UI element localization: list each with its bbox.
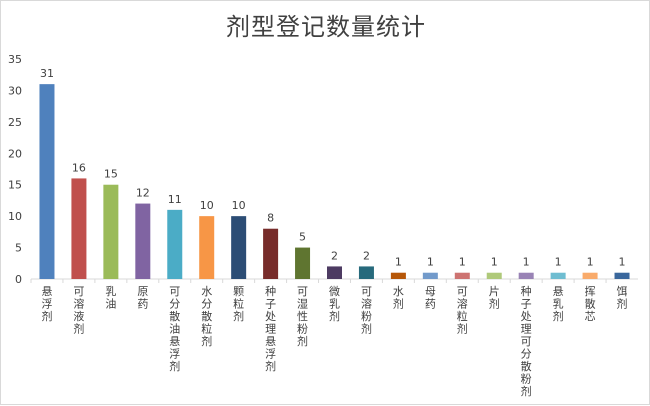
category-label: 可溶液剂 [73, 285, 84, 336]
data-label: 11 [168, 193, 182, 206]
data-label: 1 [523, 256, 530, 269]
data-label: 31 [40, 67, 54, 80]
bars-layer [39, 84, 630, 280]
category-label: 种子处理悬浮剂 [265, 284, 276, 373]
category-label: 片剂 [489, 285, 500, 311]
data-label: 1 [459, 256, 466, 269]
bar [71, 178, 87, 279]
data-label: 16 [72, 161, 86, 174]
bar [103, 184, 119, 279]
bar [39, 84, 55, 280]
data-label: 1 [395, 256, 402, 269]
category-label: 水剂 [393, 285, 404, 311]
category-label: 可溶粉剂 [361, 285, 372, 336]
data-label: 1 [491, 256, 498, 269]
data-label: 2 [331, 249, 338, 262]
bar [167, 209, 183, 279]
bar [231, 216, 247, 279]
bar [199, 216, 215, 279]
y-tick-label: 0 [15, 273, 22, 286]
data-label: 15 [104, 168, 118, 181]
data-label: 1 [555, 256, 562, 269]
bar [550, 272, 566, 279]
y-tick-label: 25 [8, 116, 22, 129]
y-tick-label: 30 [8, 84, 22, 97]
category-label: 乳油 [105, 285, 116, 311]
category-label: 原药 [137, 285, 148, 311]
y-tick-label: 35 [8, 53, 22, 66]
data-label: 2 [363, 249, 370, 262]
y-tick-label: 10 [8, 210, 22, 223]
bar [486, 272, 502, 279]
category-label: 悬乳剂 [553, 285, 564, 323]
bar [263, 228, 279, 279]
bar [390, 272, 406, 279]
bar [135, 203, 151, 279]
category-label: 悬浮剂 [41, 285, 52, 323]
bar [454, 272, 470, 279]
bar [358, 266, 374, 279]
bar [518, 272, 534, 279]
data-label: 1 [619, 256, 626, 269]
data-label: 10 [200, 199, 214, 212]
y-tick-label: 20 [8, 147, 22, 160]
category-label: 饵剂 [617, 285, 628, 311]
category-label: 颗粒剂 [233, 285, 244, 323]
data-label: 1 [427, 256, 434, 269]
category-label: 可湿性粉剂 [297, 285, 308, 348]
category-label: 微乳剂 [329, 284, 340, 323]
category-label: 可溶粒剂 [457, 285, 468, 336]
category-label: 可分散油悬浮剂 [169, 285, 180, 373]
bar [295, 247, 311, 279]
category-label: 种子处理可分散粉剂 [521, 284, 532, 398]
category-label: 水分散粒剂 [201, 285, 212, 348]
category-label: 挥散芯 [585, 285, 596, 323]
bar [614, 272, 630, 279]
bar [422, 272, 438, 279]
data-label: 10 [232, 199, 246, 212]
labels-layer: 31悬浮剂16可溶液剂15乳油12原药11可分散油悬浮剂10水分散粒剂10颗粒剂… [40, 67, 628, 398]
bar [582, 272, 598, 279]
bar [327, 266, 342, 279]
data-label: 8 [267, 212, 274, 225]
data-label: 1 [587, 256, 594, 269]
data-label: 5 [299, 231, 306, 244]
y-tick-label: 5 [15, 242, 22, 255]
y-tick-label: 15 [8, 179, 22, 192]
chart-title: 剂型登记数量统计 [226, 13, 426, 41]
category-label: 母药 [425, 285, 436, 311]
data-label: 12 [136, 187, 150, 200]
